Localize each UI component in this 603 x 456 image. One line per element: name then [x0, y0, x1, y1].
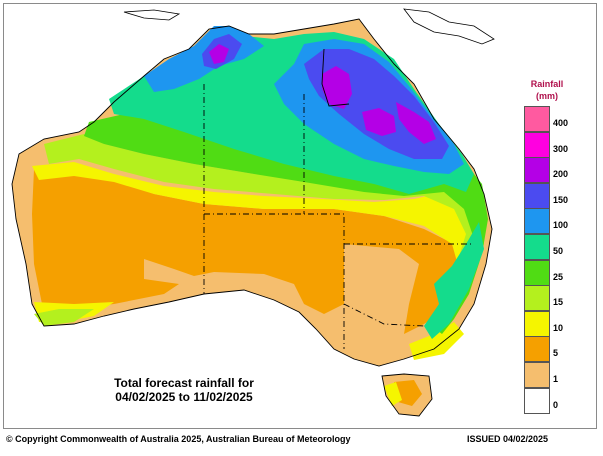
zone-15mm — [44, 134, 484, 294]
coastline — [11, 18, 493, 367]
legend-title-line1: Rainfall — [530, 79, 564, 89]
legend-swatch — [524, 208, 550, 235]
tasmania-yellow — [384, 382, 402, 406]
legend-swatch — [524, 336, 550, 363]
legend-swatch — [524, 157, 550, 184]
caption-line1: Total forecast rainfall for — [114, 376, 254, 390]
zone-50mm-east — [424, 222, 484, 339]
legend-label: 200 — [553, 169, 569, 180]
legend-label: 5 — [553, 348, 559, 359]
legend-swatch — [524, 131, 550, 158]
zone-10mm — [32, 162, 480, 269]
legend-swatch — [524, 259, 550, 286]
legend-swatch — [524, 387, 550, 414]
legend-label: 10 — [553, 322, 564, 333]
map-caption: Total forecast rainfall for 04/02/2025 t… — [74, 376, 294, 404]
legend-swatch — [524, 310, 550, 337]
zone-15mm-south — [34, 309, 94, 326]
indonesia-outline — [123, 9, 181, 21]
legend-swatch — [524, 285, 550, 312]
png-outline — [403, 8, 495, 45]
legend-label: 400 — [553, 118, 569, 128]
zone-200mm-c — [396, 102, 436, 144]
legend-swatch — [524, 106, 550, 132]
zone-10mm-east — [409, 322, 464, 360]
legend-title: Rainfall (mm) — [518, 78, 576, 102]
australia-rainfall — [11, 18, 493, 417]
legend-label: 100 — [553, 220, 569, 231]
copyright-text: © Copyright Commonwealth of Australia 20… — [6, 434, 351, 444]
legend-swatch — [524, 234, 550, 260]
legend-swatch — [524, 362, 550, 388]
legend-label: 15 — [553, 297, 564, 308]
tasmania-outline — [381, 373, 433, 417]
map-frame: Rainfall (mm) 400 300 200 150 100 50 25 15 10 5 1 0… — [3, 3, 597, 429]
zone-5mm — [32, 169, 464, 334]
rainfall-map — [11, 8, 495, 417]
legend-label: 150 — [553, 194, 569, 205]
legend-label: 300 — [553, 143, 569, 154]
legend-label: 0 — [553, 399, 559, 410]
legend-title-line2: (mm) — [536, 91, 558, 101]
zone-200mm — [322, 66, 352, 109]
legend-label: 1 — [553, 374, 559, 384]
zone-200mm-b — [362, 108, 396, 136]
gulf-outline — [321, 48, 350, 107]
caption-line2: 04/02/2025 to 11/02/2025 — [115, 390, 253, 404]
issued-date: ISSUED 04/02/2025 — [467, 434, 549, 444]
state-borders — [203, 84, 474, 349]
legend-label: 50 — [553, 246, 564, 256]
legend-label: 25 — [553, 271, 564, 282]
zone-200mm-nw — [209, 44, 229, 64]
legend-swatch — [524, 182, 550, 209]
